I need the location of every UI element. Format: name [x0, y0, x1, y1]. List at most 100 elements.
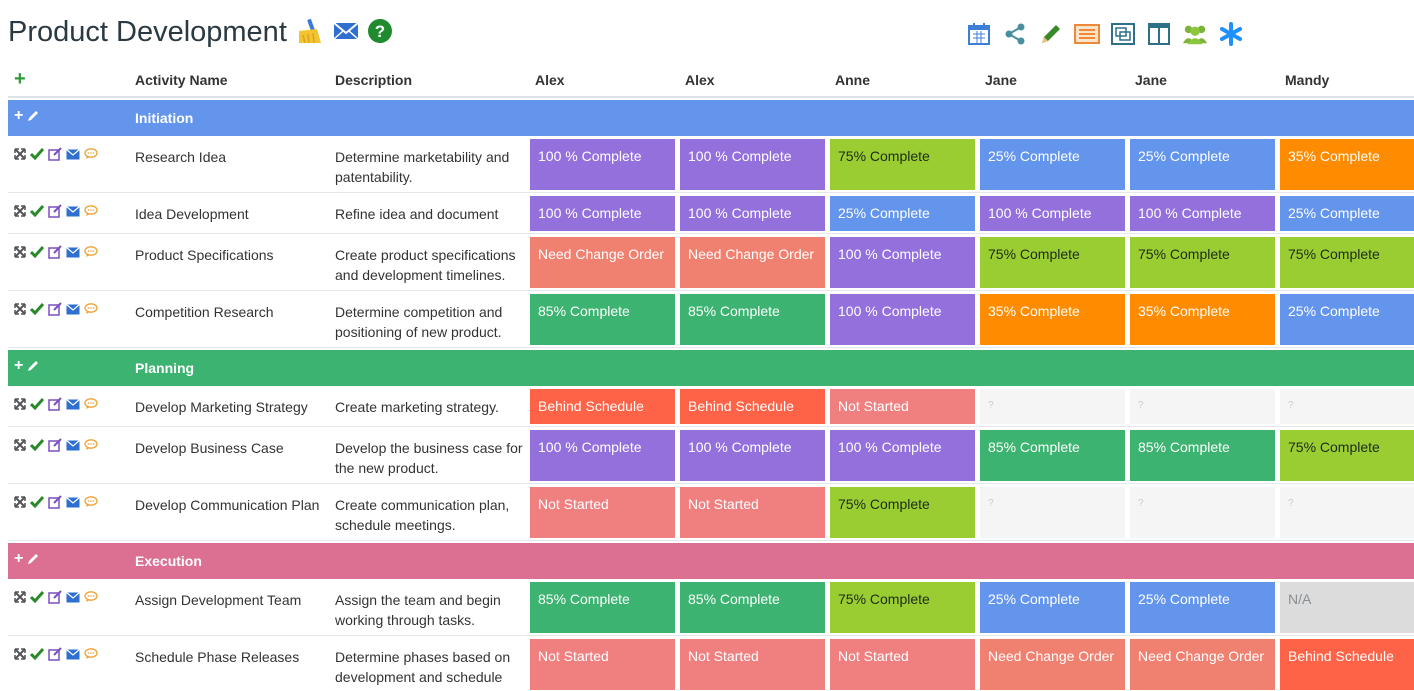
status-cell[interactable]: 75% Complete: [1130, 237, 1275, 288]
status-cell[interactable]: 100 % Complete: [680, 139, 825, 190]
add-row-icon[interactable]: +: [14, 107, 24, 124]
check-icon[interactable]: [30, 205, 44, 217]
pencil-icon[interactable]: [1038, 20, 1064, 48]
status-cell[interactable]: Not Started: [530, 487, 675, 538]
mail-icon[interactable]: [66, 439, 80, 451]
status-cell[interactable]: 35% Complete: [1130, 294, 1275, 345]
edit-group-icon[interactable]: [27, 110, 39, 122]
mail-icon[interactable]: [66, 246, 80, 258]
group-name[interactable]: Initiation: [135, 110, 194, 126]
check-icon[interactable]: [30, 398, 44, 410]
status-cell[interactable]: 100 % Complete: [530, 430, 675, 481]
activity-name[interactable]: Develop Marketing Strategy: [135, 399, 308, 415]
status-cell[interactable]: 25% Complete: [1130, 582, 1275, 633]
activity-name[interactable]: Schedule Phase Releases: [135, 649, 300, 665]
status-cell[interactable]: N/A: [1280, 582, 1414, 633]
status-cell[interactable]: 100 % Complete: [830, 237, 975, 288]
activity-name[interactable]: Develop Communication Plan: [135, 497, 320, 513]
status-cell[interactable]: 100 % Complete: [680, 196, 825, 231]
status-cell[interactable]: ?: [980, 389, 1125, 424]
comment-icon[interactable]: [84, 648, 98, 660]
status-cell[interactable]: ?: [980, 487, 1125, 538]
status-cell[interactable]: 85% Complete: [530, 582, 675, 633]
expand-icon[interactable]: [14, 398, 26, 410]
activity-name[interactable]: Product Specifications: [135, 247, 274, 263]
comment-icon[interactable]: [84, 246, 98, 258]
status-cell[interactable]: 25% Complete: [1280, 294, 1414, 345]
col-description[interactable]: Description: [335, 72, 413, 88]
status-cell[interactable]: 85% Complete: [680, 294, 825, 345]
list-view-icon[interactable]: [1074, 20, 1100, 48]
check-icon[interactable]: [30, 496, 44, 508]
split-view-icon[interactable]: [1146, 20, 1172, 48]
broom-icon[interactable]: [295, 17, 325, 48]
check-icon[interactable]: [30, 648, 44, 660]
status-cell[interactable]: ?: [1130, 389, 1275, 424]
status-cell[interactable]: Need Change Order: [680, 237, 825, 288]
col-person[interactable]: Anne: [835, 72, 870, 88]
calendar-icon[interactable]: [966, 20, 992, 48]
check-icon[interactable]: [30, 148, 44, 160]
group-name[interactable]: Planning: [135, 360, 195, 376]
status-cell[interactable]: ?: [1280, 487, 1414, 538]
share-icon[interactable]: [1002, 20, 1028, 48]
edit-icon[interactable]: [48, 590, 62, 604]
status-cell[interactable]: 25% Complete: [830, 196, 975, 231]
status-cell[interactable]: 85% Complete: [680, 582, 825, 633]
expand-icon[interactable]: [14, 439, 26, 451]
edit-icon[interactable]: [48, 302, 62, 316]
col-activity-name[interactable]: Activity Name: [135, 72, 228, 88]
status-cell[interactable]: 75% Complete: [1280, 237, 1414, 288]
add-row-icon[interactable]: +: [14, 357, 24, 374]
comment-icon[interactable]: [84, 496, 98, 508]
status-cell[interactable]: 100 % Complete: [980, 196, 1125, 231]
edit-group-icon[interactable]: [27, 360, 39, 372]
col-person[interactable]: Jane: [985, 72, 1017, 88]
status-cell[interactable]: 100 % Complete: [830, 294, 975, 345]
expand-icon[interactable]: [14, 148, 26, 160]
status-cell[interactable]: 100 % Complete: [530, 139, 675, 190]
status-cell[interactable]: 85% Complete: [1130, 430, 1275, 481]
status-cell[interactable]: Need Change Order: [1130, 639, 1275, 690]
edit-icon[interactable]: [48, 204, 62, 218]
status-cell[interactable]: Not Started: [530, 639, 675, 690]
check-icon[interactable]: [30, 303, 44, 315]
comment-icon[interactable]: [84, 398, 98, 410]
status-cell[interactable]: 75% Complete: [980, 237, 1125, 288]
status-cell[interactable]: 75% Complete: [830, 582, 975, 633]
status-cell[interactable]: 25% Complete: [980, 582, 1125, 633]
add-row-icon[interactable]: +: [14, 550, 24, 567]
status-cell[interactable]: ?: [1130, 487, 1275, 538]
activity-name[interactable]: Assign Development Team: [135, 592, 302, 608]
status-cell[interactable]: Not Started: [830, 639, 975, 690]
edit-icon[interactable]: [48, 147, 62, 161]
mail-icon[interactable]: [66, 398, 80, 410]
mail-icon[interactable]: [66, 648, 80, 660]
status-cell[interactable]: Behind Schedule: [680, 389, 825, 424]
activity-name[interactable]: Idea Development: [135, 206, 249, 222]
status-cell[interactable]: 100 % Complete: [1130, 196, 1275, 231]
status-cell[interactable]: Need Change Order: [980, 639, 1125, 690]
status-cell[interactable]: 35% Complete: [980, 294, 1125, 345]
status-cell[interactable]: 100 % Complete: [680, 430, 825, 481]
expand-icon[interactable]: [14, 648, 26, 660]
status-cell[interactable]: 100 % Complete: [530, 196, 675, 231]
edit-icon[interactable]: [48, 495, 62, 509]
edit-icon[interactable]: [48, 438, 62, 452]
layout-icon[interactable]: [1110, 20, 1136, 48]
status-cell[interactable]: 85% Complete: [530, 294, 675, 345]
mail-icon[interactable]: [66, 148, 80, 160]
expand-icon[interactable]: [14, 246, 26, 258]
expand-icon[interactable]: [14, 205, 26, 217]
comment-icon[interactable]: [84, 148, 98, 160]
status-cell[interactable]: Not Started: [680, 487, 825, 538]
status-cell[interactable]: 25% Complete: [980, 139, 1125, 190]
col-person[interactable]: Jane: [1135, 72, 1167, 88]
status-cell[interactable]: Behind Schedule: [1280, 639, 1414, 690]
comment-icon[interactable]: [84, 205, 98, 217]
check-icon[interactable]: [30, 591, 44, 603]
status-cell[interactable]: 25% Complete: [1130, 139, 1275, 190]
status-cell[interactable]: 75% Complete: [1280, 430, 1414, 481]
status-cell[interactable]: ?: [1280, 389, 1414, 424]
col-person[interactable]: Mandy: [1285, 72, 1330, 88]
